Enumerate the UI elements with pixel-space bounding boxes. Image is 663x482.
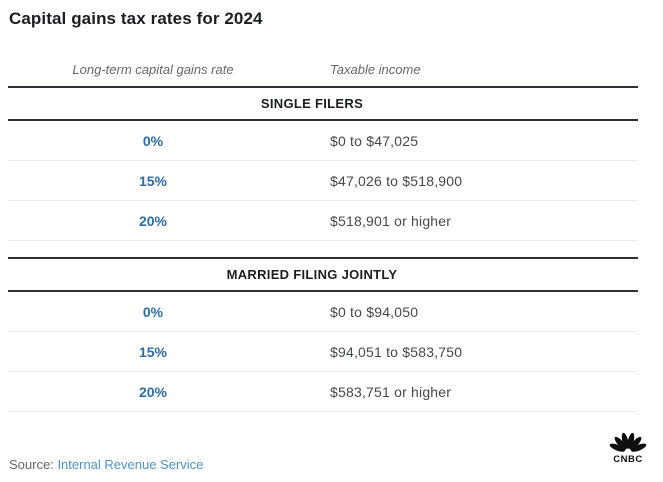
cnbc-wordmark: CNBC: [613, 454, 642, 464]
income-range: $47,026 to $518,900: [330, 172, 463, 189]
table-row: 20% $583,751 or higher: [8, 372, 638, 412]
table-row: 0% $0 to $47,025: [8, 121, 638, 161]
section-divider-gap: [8, 241, 638, 257]
income-range: $0 to $94,050: [330, 303, 419, 320]
rate-value: 20%: [138, 212, 168, 229]
table-row: 20% $518,901 or higher: [8, 201, 638, 241]
section-header: MARRIED FILING JOINTLY: [8, 257, 638, 292]
column-header-income: Taxable income: [330, 62, 421, 77]
rate-value: 15%: [138, 172, 168, 189]
section-married-filing-jointly: MARRIED FILING JOINTLY 0% $0 to $94,050 …: [8, 257, 638, 412]
column-header-rate: Long-term capital gains rate: [72, 62, 234, 77]
section-single-filers: SINGLE FILERS 0% $0 to $47,025 15% $47,0…: [8, 86, 638, 241]
cnbc-peacock-icon: CNBC: [609, 432, 647, 464]
section-header: SINGLE FILERS: [8, 86, 638, 121]
footer: Source: Internal Revenue Service CNBC: [9, 431, 651, 472]
table-row: 15% $47,026 to $518,900: [8, 161, 638, 201]
table-row: 15% $94,051 to $583,750: [8, 332, 638, 372]
income-range: $0 to $47,025: [330, 132, 419, 149]
table-row: 0% $0 to $94,050: [8, 292, 638, 332]
source-attribution: Source: Internal Revenue Service: [9, 457, 203, 472]
source-link[interactable]: Internal Revenue Service: [57, 457, 204, 472]
rate-value: 20%: [138, 383, 168, 400]
income-range: $518,901 or higher: [330, 212, 452, 229]
source-label: Source:: [9, 457, 54, 472]
rate-value: 0%: [142, 132, 164, 149]
income-range: $94,051 to $583,750: [330, 343, 463, 360]
tax-rate-table: Long-term capital gains rate Taxable inc…: [8, 62, 638, 412]
rate-value: 0%: [142, 303, 164, 320]
income-range: $583,751 or higher: [330, 383, 452, 400]
rate-value: 15%: [138, 343, 168, 360]
page-title: Capital gains tax rates for 2024: [9, 9, 263, 28]
column-headers: Long-term capital gains rate Taxable inc…: [8, 62, 638, 86]
